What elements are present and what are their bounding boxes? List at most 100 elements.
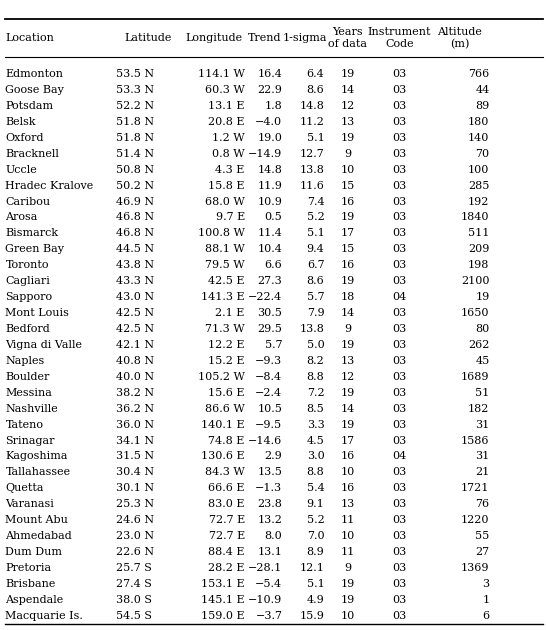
Text: 03: 03 bbox=[392, 197, 407, 207]
Text: 4.3 E: 4.3 E bbox=[216, 164, 245, 175]
Text: 10.5: 10.5 bbox=[258, 404, 282, 414]
Text: Tallahassee: Tallahassee bbox=[5, 467, 70, 478]
Text: 46.8 N: 46.8 N bbox=[116, 229, 154, 238]
Text: Tateno: Tateno bbox=[5, 420, 44, 430]
Text: Nashville: Nashville bbox=[5, 404, 58, 414]
Text: 19: 19 bbox=[341, 212, 355, 222]
Text: 44.5 N: 44.5 N bbox=[116, 244, 154, 255]
Text: Quetta: Quetta bbox=[5, 483, 44, 493]
Text: 8.0: 8.0 bbox=[265, 531, 282, 541]
Text: 88.4 E: 88.4 E bbox=[208, 547, 245, 557]
Text: 6.4: 6.4 bbox=[307, 69, 324, 79]
Text: 192: 192 bbox=[468, 197, 489, 207]
Text: 03: 03 bbox=[392, 483, 407, 493]
Text: 7.4: 7.4 bbox=[307, 197, 324, 207]
Text: 10: 10 bbox=[341, 467, 355, 478]
Text: 0.8 W: 0.8 W bbox=[212, 149, 245, 159]
Text: Goose Bay: Goose Bay bbox=[5, 85, 64, 95]
Text: 14.8: 14.8 bbox=[300, 101, 324, 111]
Text: Pretoria: Pretoria bbox=[5, 563, 51, 573]
Text: 68.0 W: 68.0 W bbox=[205, 197, 245, 207]
Text: 100: 100 bbox=[468, 164, 489, 175]
Text: 16.4: 16.4 bbox=[258, 69, 282, 79]
Text: 19: 19 bbox=[341, 276, 355, 286]
Text: 11.9: 11.9 bbox=[258, 181, 282, 191]
Text: 83.0 E: 83.0 E bbox=[208, 499, 245, 509]
Text: 70: 70 bbox=[476, 149, 489, 159]
Text: 1689: 1689 bbox=[461, 372, 489, 382]
Text: 9.4: 9.4 bbox=[307, 244, 324, 255]
Text: 13.1: 13.1 bbox=[258, 547, 282, 557]
Text: 19: 19 bbox=[341, 420, 355, 430]
Text: 11: 11 bbox=[341, 547, 355, 557]
Text: 10: 10 bbox=[341, 531, 355, 541]
Text: Cagliari: Cagliari bbox=[5, 276, 50, 286]
Text: 5.2: 5.2 bbox=[307, 515, 324, 525]
Text: 3.0: 3.0 bbox=[307, 452, 324, 461]
Text: −14.6: −14.6 bbox=[248, 435, 282, 445]
Text: Trend: Trend bbox=[248, 33, 281, 43]
Text: 27.3: 27.3 bbox=[258, 276, 282, 286]
Text: 19: 19 bbox=[341, 579, 355, 589]
Text: 23.0 N: 23.0 N bbox=[116, 531, 154, 541]
Text: 1220: 1220 bbox=[461, 515, 489, 525]
Text: 03: 03 bbox=[392, 229, 407, 238]
Text: 03: 03 bbox=[392, 340, 407, 350]
Text: 03: 03 bbox=[392, 308, 407, 318]
Text: 2.9: 2.9 bbox=[265, 452, 282, 461]
Text: Macquarie Is.: Macquarie Is. bbox=[5, 610, 84, 621]
Text: 2100: 2100 bbox=[461, 276, 489, 286]
Text: 5.1: 5.1 bbox=[307, 229, 324, 238]
Text: 03: 03 bbox=[392, 547, 407, 557]
Text: 4.9: 4.9 bbox=[307, 595, 324, 605]
Text: 11.6: 11.6 bbox=[300, 181, 324, 191]
Text: 51.8 N: 51.8 N bbox=[116, 133, 154, 143]
Text: 8.6: 8.6 bbox=[307, 276, 324, 286]
Text: Aspendale: Aspendale bbox=[5, 595, 64, 605]
Text: 15.9: 15.9 bbox=[300, 610, 324, 621]
Text: 25.3 N: 25.3 N bbox=[116, 499, 154, 509]
Text: 1-sigma: 1-sigma bbox=[282, 33, 327, 43]
Text: 38.0 S: 38.0 S bbox=[116, 595, 152, 605]
Text: 130.6 E: 130.6 E bbox=[201, 452, 245, 461]
Text: 03: 03 bbox=[392, 276, 407, 286]
Text: 11.2: 11.2 bbox=[300, 117, 324, 127]
Text: 36.0 N: 36.0 N bbox=[116, 420, 154, 430]
Text: 14.8: 14.8 bbox=[258, 164, 282, 175]
Text: 19: 19 bbox=[341, 340, 355, 350]
Text: 03: 03 bbox=[392, 387, 407, 398]
Text: 15.2 E: 15.2 E bbox=[208, 356, 245, 366]
Text: 43.3 N: 43.3 N bbox=[116, 276, 154, 286]
Text: Vigna di Valle: Vigna di Valle bbox=[5, 340, 82, 350]
Text: Instrument
Code: Instrument Code bbox=[367, 27, 431, 49]
Text: 0.5: 0.5 bbox=[265, 212, 282, 222]
Text: Dum Dum: Dum Dum bbox=[5, 547, 62, 557]
Text: 13.8: 13.8 bbox=[300, 164, 324, 175]
Text: 53.5 N: 53.5 N bbox=[116, 69, 154, 79]
Text: 03: 03 bbox=[392, 324, 407, 334]
Text: Belsk: Belsk bbox=[5, 117, 36, 127]
Text: 40.8 N: 40.8 N bbox=[116, 356, 154, 366]
Text: 03: 03 bbox=[392, 101, 407, 111]
Text: 140: 140 bbox=[468, 133, 489, 143]
Text: 13: 13 bbox=[341, 356, 355, 366]
Text: 17: 17 bbox=[341, 229, 355, 238]
Text: 1.2 W: 1.2 W bbox=[212, 133, 245, 143]
Text: 27.4 S: 27.4 S bbox=[116, 579, 152, 589]
Text: 50.8 N: 50.8 N bbox=[116, 164, 154, 175]
Text: 03: 03 bbox=[392, 164, 407, 175]
Text: 14: 14 bbox=[341, 308, 355, 318]
Text: 511: 511 bbox=[468, 229, 489, 238]
Text: 03: 03 bbox=[392, 212, 407, 222]
Text: 03: 03 bbox=[392, 610, 407, 621]
Text: 12: 12 bbox=[341, 372, 355, 382]
Text: 8.6: 8.6 bbox=[307, 85, 324, 95]
Text: Mont Louis: Mont Louis bbox=[5, 308, 69, 318]
Text: 15: 15 bbox=[341, 181, 355, 191]
Text: 9.7 E: 9.7 E bbox=[216, 212, 245, 222]
Text: 03: 03 bbox=[392, 117, 407, 127]
Text: 80: 80 bbox=[475, 324, 489, 334]
Text: 5.2: 5.2 bbox=[307, 212, 324, 222]
Text: 31: 31 bbox=[475, 452, 489, 461]
Text: 6: 6 bbox=[482, 610, 489, 621]
